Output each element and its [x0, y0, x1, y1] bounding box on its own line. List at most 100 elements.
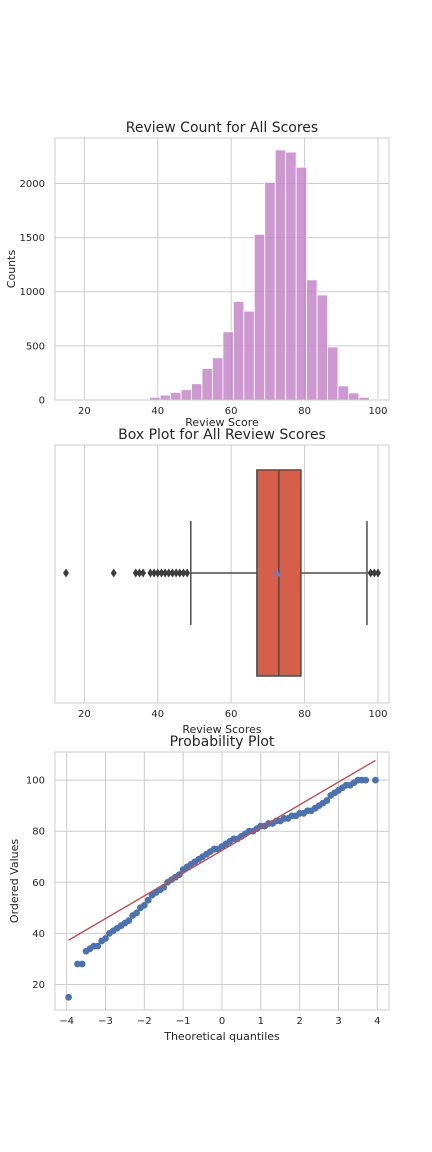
y-tick-label: 500 [26, 341, 45, 352]
x-tick-label: 80 [298, 709, 311, 720]
outlier-point [132, 568, 139, 578]
boxplot-panel: Box Plot for All Review Scores 20 40 60 80 1… [54, 427, 390, 736]
outlier-point [158, 568, 165, 578]
probability-point [78, 960, 86, 968]
probability-frame [54, 751, 390, 1011]
y-tick-label: 80 [32, 827, 45, 838]
histogram-bar [232, 301, 245, 401]
histogram-bar [222, 331, 234, 401]
x-tick-label: −1 [176, 1016, 191, 1027]
histogram-bar [274, 149, 287, 401]
x-tick-label: −3 [98, 1016, 113, 1027]
histogram-bar [295, 166, 308, 401]
outlier-point [176, 568, 183, 578]
x-tick-label: 20 [78, 406, 91, 417]
histogram-panel: Review Count for All Scores 20 40 60 80 100 … [5, 120, 390, 429]
x-tick-label: −4 [59, 1016, 74, 1027]
outlier-point [173, 568, 180, 578]
x-tick-label: 80 [298, 406, 311, 417]
probability-fit-line-group [68, 759, 376, 941]
histogram-bar [201, 368, 213, 401]
y-tick-label: 1500 [20, 233, 45, 244]
outlier-point [165, 568, 172, 578]
probability-point [372, 776, 379, 784]
y-tick-label: 0 [39, 396, 45, 407]
x-tick-label: 60 [225, 406, 238, 417]
outlier-point [374, 568, 381, 578]
histogram-bar [170, 392, 182, 401]
boxplot-frame [54, 444, 390, 704]
probability-point [125, 917, 133, 924]
x-tick-label: 2 [296, 1016, 302, 1027]
histogram-bar [191, 383, 203, 401]
x-tick-label: 1 [258, 1016, 264, 1027]
probability-point [94, 942, 102, 950]
x-tick-label: 20 [78, 709, 91, 720]
probability-points [65, 776, 379, 1001]
histogram-x-ticks: 20 40 60 80 100 [78, 406, 388, 417]
probability-y-label: Ordered Values [8, 839, 21, 923]
probability-point [65, 993, 72, 1001]
outlier-point [184, 568, 191, 578]
probability-point [74, 960, 81, 968]
outlier-point [371, 568, 378, 578]
x-tick-label: −2 [137, 1016, 152, 1027]
outlier-point [110, 568, 117, 578]
y-tick-label: 1000 [20, 287, 45, 298]
probability-plot-panel: Probability Plot −4 −3 −2 −1 0 1 2 3 4 20 40 60 80 1… [8, 734, 390, 1043]
probability-x-ticks: −4 −3 −2 −1 0 1 2 3 4 [59, 1016, 380, 1027]
x-tick-label: 4 [374, 1016, 380, 1027]
histogram-y-ticks: 0 500 1000 1500 2000 [20, 179, 45, 407]
histogram-bar [348, 392, 360, 401]
outlier-point [151, 568, 158, 578]
x-tick-label: 0 [219, 1016, 225, 1027]
outlier-point [367, 568, 374, 578]
boxplot-x-ticks: 20 40 60 80 100 [78, 709, 388, 720]
histogram-bar [316, 294, 328, 401]
y-tick-label: 60 [32, 878, 45, 889]
histogram-bar [306, 279, 318, 401]
x-tick-label: 40 [151, 709, 164, 720]
histogram-bar [285, 151, 297, 401]
outlier-point [169, 568, 176, 578]
outlier-point [162, 568, 169, 578]
probability-plot-title: Probability Plot [170, 734, 275, 750]
histogram-bar [253, 233, 266, 401]
y-tick-label: 40 [32, 929, 45, 940]
histogram-bar [180, 389, 192, 401]
outlier-point [154, 568, 161, 578]
boxplot-plot-area [55, 445, 389, 703]
histogram-title: Review Count for All Scores [126, 120, 318, 136]
x-tick-label: 60 [225, 709, 238, 720]
probability-point [323, 797, 331, 804]
probability-point [133, 909, 140, 917]
histogram-bar [243, 310, 255, 401]
histogram-bar [264, 181, 276, 401]
probability-point [362, 776, 370, 784]
histogram-y-label: Counts [5, 250, 18, 289]
fit-line [68, 759, 376, 941]
y-tick-label: 20 [32, 980, 45, 991]
histogram-x-label: Review Score [185, 416, 259, 429]
y-tick-label: 2000 [20, 179, 45, 190]
x-tick-label: 3 [335, 1016, 341, 1027]
y-tick-label: 100 [26, 776, 45, 787]
x-tick-label: 40 [151, 406, 164, 417]
x-tick-label: 100 [368, 709, 387, 720]
boxplot-title: Box Plot for All Review Scores [118, 427, 326, 443]
histogram-bar [212, 357, 224, 401]
histogram-bar [327, 346, 339, 401]
probability-y-ticks: 20 40 60 80 100 [26, 776, 45, 991]
histogram-bar [159, 394, 172, 401]
x-tick-label: 100 [368, 406, 387, 417]
histogram-bar [337, 385, 349, 401]
probability-x-label: Theoretical quantiles [163, 1030, 280, 1043]
mean-marker [273, 569, 282, 577]
outlier-point [180, 568, 187, 578]
outlier-point [140, 568, 147, 578]
probability-point [144, 896, 152, 904]
boxplot-marks [63, 469, 381, 677]
histogram-frame [54, 137, 390, 401]
outlier-point [136, 568, 143, 578]
